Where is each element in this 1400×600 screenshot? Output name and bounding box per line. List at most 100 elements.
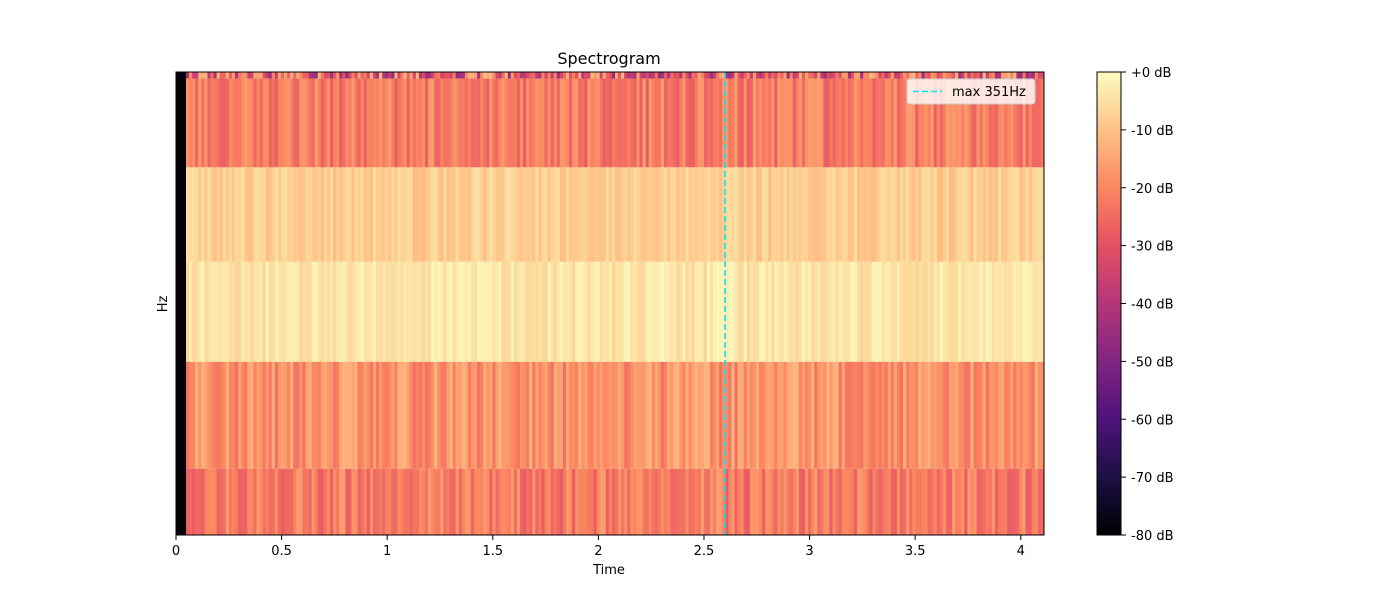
heatmap-cell — [562, 361, 567, 469]
heatmap-cell — [1025, 167, 1030, 262]
heatmap-cell — [477, 78, 481, 168]
heatmap-cell — [909, 261, 913, 362]
heatmap-cell — [682, 261, 687, 362]
heatmap-cell — [330, 468, 334, 535]
heatmap-cell — [857, 261, 861, 362]
heatmap-cell — [924, 167, 929, 262]
heatmap-cell — [792, 72, 797, 79]
heatmap-cell — [771, 167, 775, 262]
heatmap-cell — [520, 167, 524, 262]
heatmap-cell — [651, 78, 656, 168]
heatmap-cell — [403, 167, 408, 262]
heatmap-cell — [538, 167, 543, 262]
heatmap-cell — [375, 72, 380, 79]
heatmap-cell — [722, 78, 726, 168]
heatmap-cell — [299, 167, 304, 262]
heatmap-cell — [930, 72, 935, 79]
heatmap-cell — [924, 78, 929, 168]
heatmap-cell — [455, 261, 460, 362]
heatmap-cell — [587, 261, 592, 362]
heatmap-cell — [265, 468, 270, 535]
heatmap-cell — [826, 78, 831, 168]
heatmap-cell — [418, 468, 423, 535]
heatmap-cell — [330, 167, 334, 262]
heatmap-cell — [581, 167, 585, 262]
heatmap-cell — [219, 78, 224, 168]
heatmap-cell — [1007, 167, 1011, 262]
heatmap-cell — [694, 468, 699, 535]
heatmap-cell — [526, 261, 530, 362]
heatmap-cell — [250, 261, 255, 362]
heatmap-cell — [256, 72, 261, 79]
heatmap-cell — [719, 78, 723, 168]
heatmap-cell — [415, 468, 420, 535]
heatmap-cell — [728, 361, 733, 469]
heatmap-cell — [253, 167, 258, 262]
heatmap-cell — [262, 78, 267, 168]
heatmap-cell — [979, 261, 984, 362]
heatmap-cell — [446, 361, 451, 469]
heatmap-cell — [541, 78, 546, 168]
heatmap-cell — [222, 261, 227, 362]
heatmap-cell — [219, 167, 224, 262]
heatmap-cell — [630, 72, 634, 79]
heatmap-cell — [670, 78, 674, 168]
heatmap-cell — [896, 361, 901, 469]
heatmap-cell — [998, 72, 1002, 79]
heatmap-cell — [988, 361, 993, 469]
heatmap-cell — [259, 468, 264, 535]
heatmap-cell — [927, 72, 932, 79]
heatmap-cell — [716, 167, 720, 262]
heatmap-cell — [814, 167, 818, 262]
heatmap-cell — [939, 361, 944, 469]
heatmap-cell — [608, 72, 613, 79]
heatmap-cell — [786, 361, 791, 469]
heatmap-cell — [912, 261, 916, 362]
heatmap-cell — [455, 167, 460, 262]
heatmap-cell — [201, 468, 205, 535]
heatmap-cell — [798, 468, 803, 535]
heatmap-cell — [881, 261, 886, 362]
heatmap-cell — [949, 261, 953, 362]
heatmap-cell — [719, 72, 723, 79]
heatmap-cell — [219, 261, 224, 362]
heatmap-cell — [520, 78, 524, 168]
heatmap-cell — [933, 361, 938, 469]
heatmap-cell — [998, 361, 1002, 469]
heatmap-cell — [945, 78, 950, 168]
heatmap-cell — [602, 78, 607, 168]
heatmap-cell — [924, 261, 929, 362]
heatmap-cell — [648, 361, 653, 469]
heatmap-cell — [1028, 78, 1033, 168]
heatmap-cell — [501, 78, 506, 168]
heatmap-cell — [271, 361, 276, 469]
heatmap-cell — [820, 361, 824, 469]
heatmap-cell — [991, 468, 996, 535]
heatmap-cell — [685, 78, 690, 168]
heatmap-cell — [461, 78, 466, 168]
heatmap-cell — [930, 361, 935, 469]
heatmap-cell — [890, 78, 895, 168]
heatmap-cell — [467, 78, 472, 168]
heatmap-cell — [421, 261, 426, 362]
heatmap-cell — [225, 78, 230, 168]
heatmap-cell — [274, 261, 279, 362]
heatmap-cell — [719, 361, 723, 469]
heatmap-cell — [857, 361, 861, 469]
heatmap-cell — [1001, 261, 1005, 362]
heatmap-cell — [379, 72, 383, 79]
heatmap-cell — [624, 468, 628, 535]
heatmap-cell — [832, 78, 837, 168]
heatmap-cell — [1034, 261, 1039, 362]
heatmap-cell — [602, 468, 607, 535]
colorbar-tick-label: +0 dB — [1131, 66, 1171, 81]
heatmap-cell — [314, 78, 319, 168]
heatmap-cell — [648, 78, 653, 168]
heatmap-cell — [801, 167, 806, 262]
heatmap-cell — [933, 167, 938, 262]
heatmap-cell — [394, 72, 399, 79]
heatmap-cell — [299, 78, 304, 168]
heatmap-cell — [412, 361, 417, 469]
heatmap-cell — [804, 361, 809, 469]
heatmap-cell — [452, 468, 457, 535]
